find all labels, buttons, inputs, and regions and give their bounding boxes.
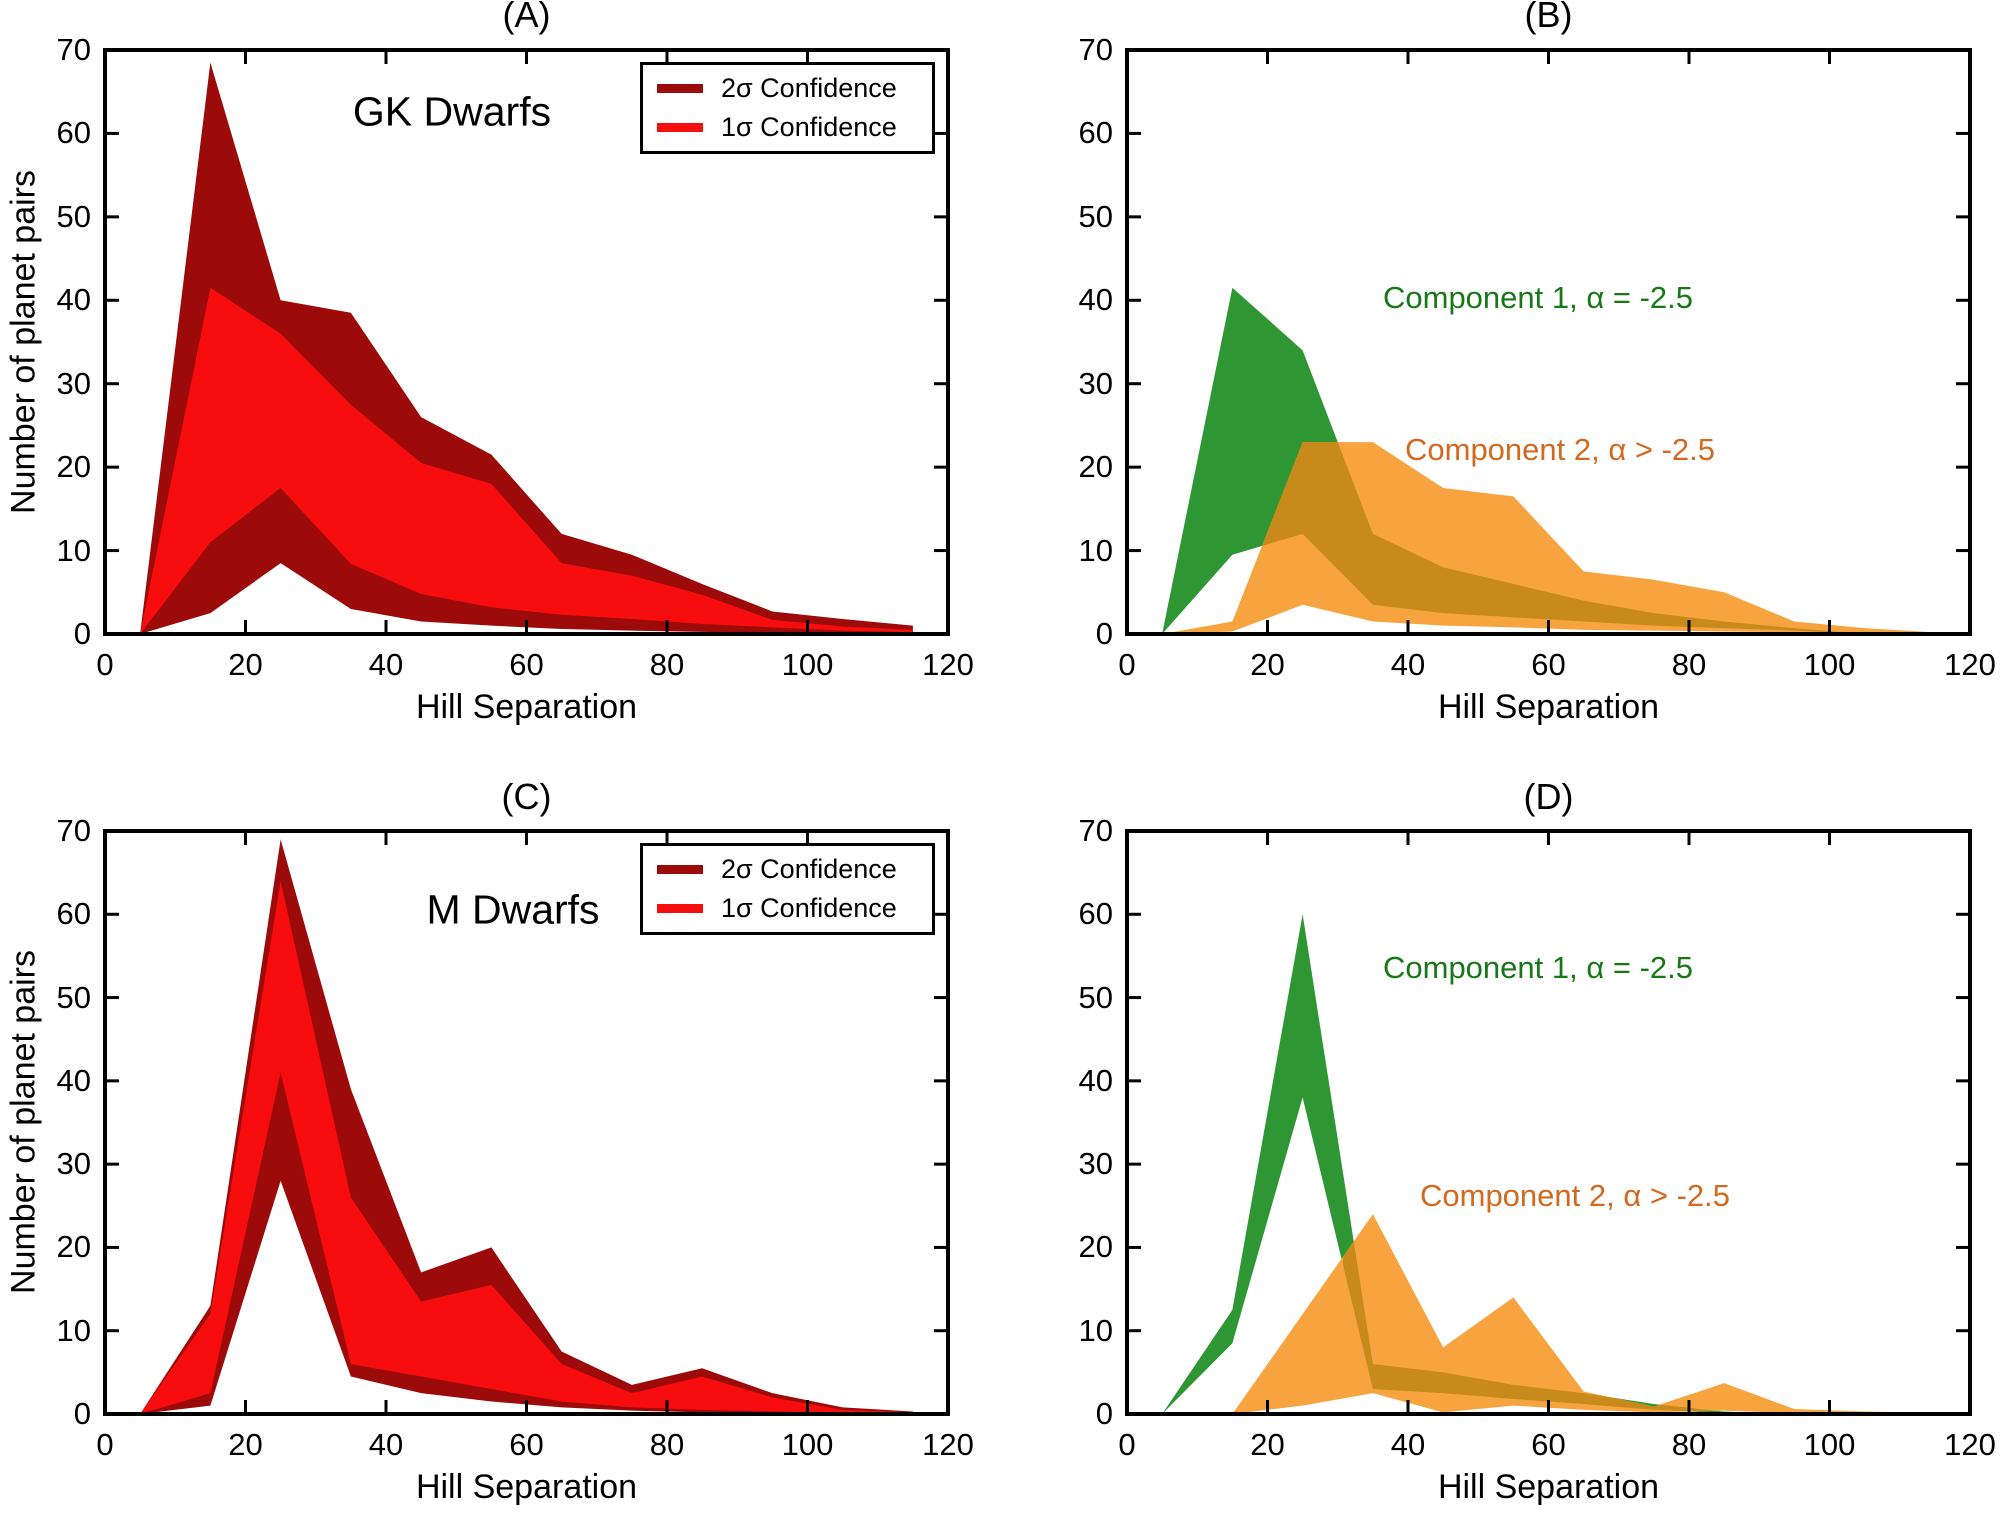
legend-row-2sigma: 2σ Confidence [643,73,932,104]
x-tick-label: 20 [1250,1427,1285,1462]
y-tick-label: 20 [56,1229,91,1265]
2sigma-swatch-icon [657,865,703,874]
y-tick-label: 10 [1078,1312,1113,1348]
panel-b-xaxis-label: Hill Separation [1437,688,1660,726]
band-overlap-B [1262,442,1849,633]
x-tick-label: 40 [368,647,404,682]
1sigma-swatch-icon [657,904,703,913]
y-tick-label: 10 [1078,532,1113,568]
y-tick-label: 10 [56,1312,91,1348]
y-tick-label: 30 [1078,1146,1113,1182]
y-tick-label: 40 [1078,1062,1113,1098]
y-tick-label: 30 [56,1146,91,1182]
x-tick-label: 0 [1118,1427,1136,1462]
legend-panel-c: 2σ Confidence 1σ Confidence [640,843,935,935]
y-tick-label: 0 [73,1396,91,1431]
x-tick-label: 80 [649,647,685,682]
y-tick-label: 50 [1078,198,1113,234]
x-tick-label: 60 [1531,1427,1566,1462]
axes-frame-D [1125,829,1972,1416]
x-tick-label: 40 [1390,1427,1426,1462]
band-D [1162,1214,1935,1414]
y-tick-label: 60 [56,115,91,151]
y-tick-label: 70 [56,32,91,67]
y-tick-label: 60 [1078,115,1113,151]
y-tick-label: 70 [1078,32,1113,67]
y-tick-label: 50 [56,198,91,234]
band-D [1162,914,1935,1414]
panel-a-xaxis-label: Hill Separation [415,688,638,726]
y-tick-label: 0 [73,616,91,651]
y-tick-label: 20 [1078,1229,1113,1265]
y-tick-label: 40 [56,282,91,318]
m-dwarfs-label: M Dwarfs [426,886,600,933]
legend-row-1sigma: 1σ Confidence [643,893,932,924]
y-tick-label: 30 [1078,365,1113,401]
legend-label-2sigma: 2σ Confidence [721,73,897,103]
y-tick-label: 10 [56,532,91,568]
y-tick-label: 30 [56,365,91,401]
y-tick-label: 40 [1078,282,1113,318]
legend-label-1sigma: 1σ Confidence [721,893,897,923]
panel-a-title: (A) [502,0,551,35]
x-tick-label: 80 [1671,1427,1707,1462]
band-A [140,287,913,634]
x-tick-label: 60 [1531,647,1566,682]
y-tick-label: 20 [1078,449,1113,485]
y-tick-label: 20 [56,449,91,485]
panel-d-xaxis-label: Hill Separation [1437,1468,1660,1506]
y-tick-label: 40 [56,1062,91,1098]
x-tick-label: 0 [96,647,114,682]
panel-c-xaxis-label: Hill Separation [415,1468,638,1506]
y-tick-label: 70 [56,813,91,848]
gk-dwarfs-label: GK Dwarfs [352,88,552,135]
x-tick-label: 20 [228,1427,263,1462]
x-tick-label: 120 [922,647,974,682]
panel-c-yaxis-label: Number of planet pairs [4,950,43,1294]
y-tick-label: 60 [56,896,91,932]
y-tick-label: 0 [1095,1396,1113,1431]
x-tick-label: 40 [368,1427,404,1462]
legend-row-2sigma: 2σ Confidence [643,854,932,885]
x-tick-label: 120 [1944,1427,1996,1462]
legend-row-1sigma: 1σ Confidence [643,112,932,143]
x-tick-label: 80 [1671,647,1707,682]
x-tick-label: 100 [781,647,834,682]
x-tick-label: 60 [509,647,544,682]
y-tick-label: 50 [1078,979,1113,1015]
panel-d-component-1-label: Component 1, α = -2.5 [1382,950,1694,985]
x-tick-label: 120 [922,1427,974,1462]
x-tick-label: 100 [781,1427,834,1462]
y-tick-label: 0 [1095,616,1113,651]
x-tick-label: 100 [1803,647,1856,682]
2sigma-swatch-icon [657,84,703,93]
x-tick-label: 60 [509,1427,544,1462]
1sigma-swatch-icon [657,123,703,132]
x-tick-label: 80 [649,1427,685,1462]
panel-d-title: (D) [1523,776,1574,817]
panel-d-component-2-label: Component 2, α > -2.5 [1419,1178,1731,1213]
x-tick-label: 120 [1944,647,1996,682]
y-tick-label: 70 [1078,813,1113,848]
panel-b-title: (B) [1524,0,1573,35]
x-tick-label: 100 [1803,1427,1856,1462]
panel-b-component-2-label: Component 2, α > -2.5 [1404,432,1716,467]
x-tick-label: 20 [1250,647,1285,682]
y-tick-label: 60 [1078,896,1113,932]
legend-label-1sigma: 1σ Confidence [721,112,897,142]
band-C [140,880,913,1414]
panel-c-title: (C) [501,776,552,817]
panel-b-component-1-label: Component 1, α = -2.5 [1382,280,1694,315]
y-tick-label: 50 [56,979,91,1015]
x-tick-label: 0 [96,1427,114,1462]
legend-panel-a: 2σ Confidence 1σ Confidence [640,62,935,154]
x-tick-label: 0 [1118,647,1136,682]
panel-a-yaxis-label: Number of planet pairs [4,170,43,514]
x-tick-label: 40 [1390,647,1426,682]
x-tick-label: 20 [228,647,263,682]
legend-label-2sigma: 2σ Confidence [721,854,897,884]
